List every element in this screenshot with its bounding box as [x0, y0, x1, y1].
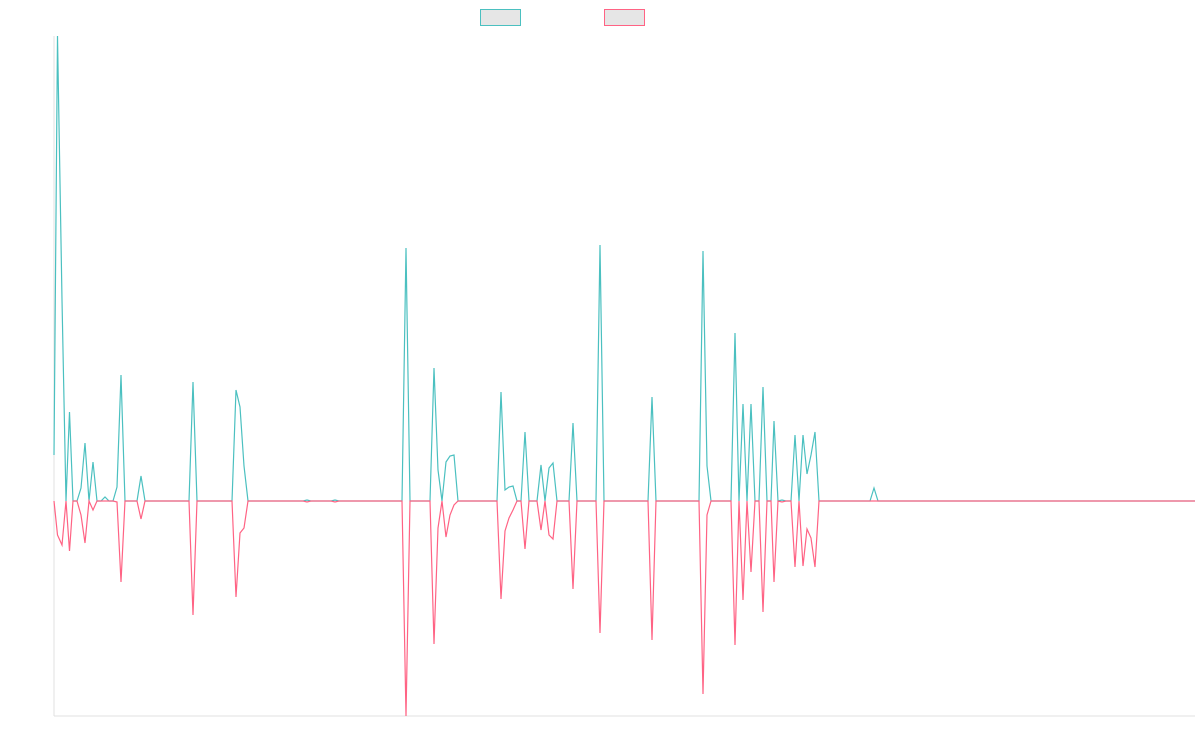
series-line [53, 35, 1195, 502]
series-line [53, 498, 1195, 717]
legend-swatch [604, 9, 645, 26]
legend-swatch [480, 9, 521, 26]
